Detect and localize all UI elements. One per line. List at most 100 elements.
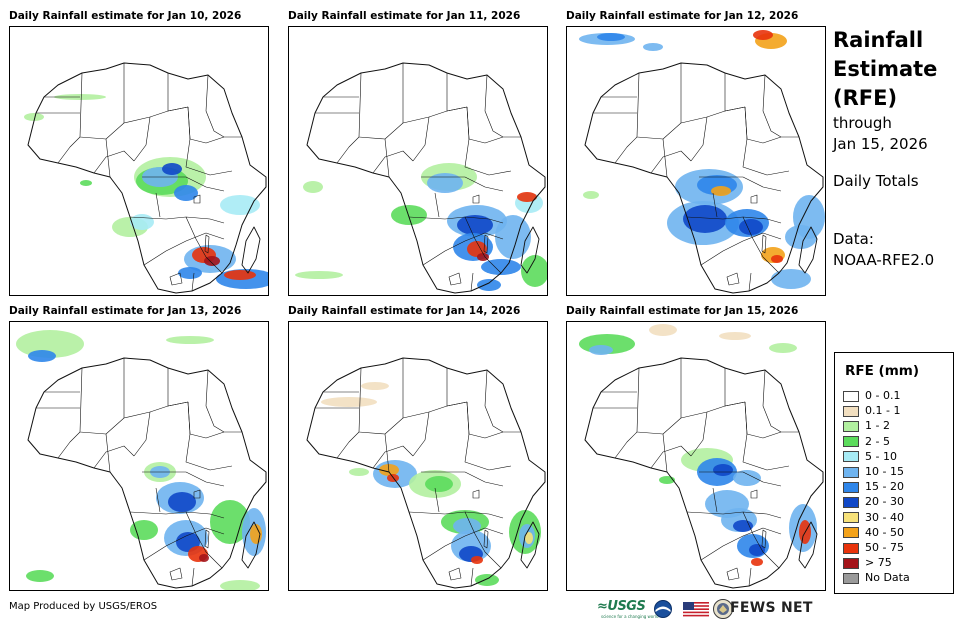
country-border <box>185 511 223 569</box>
lake-outline <box>761 529 767 549</box>
legend-label: 2 - 5 <box>865 434 890 448</box>
country-border <box>724 368 748 435</box>
legend-item: 1 - 2 <box>843 419 890 432</box>
country-border <box>446 368 470 435</box>
legend-label: 50 - 75 <box>865 541 904 554</box>
country-border <box>636 72 746 140</box>
country-border <box>448 272 462 286</box>
africa-map <box>306 357 546 589</box>
country-border <box>466 401 521 439</box>
rainfall-area <box>477 279 501 291</box>
product-description: Rainfall Estimate (RFE) through Jan 15, … <box>833 26 963 271</box>
legend-label: No Data <box>865 571 910 585</box>
country-border <box>142 176 225 192</box>
usgs-logo: ≈USGS <box>597 599 646 614</box>
rainfall-map <box>9 321 269 591</box>
rainfall-area <box>649 324 677 336</box>
rainfall-area <box>467 241 487 257</box>
legend-swatch <box>843 527 859 539</box>
country-border <box>742 433 790 471</box>
rainfall-overlay <box>579 324 817 566</box>
country-border <box>484 369 504 433</box>
coastline <box>27 357 267 589</box>
country-border <box>724 73 748 140</box>
legend-label: 10 - 15 <box>865 465 904 478</box>
legend-label: > 75 <box>865 556 892 570</box>
panel-title: Daily Rainfall estimate for Jan 12, 2026 <box>566 10 799 22</box>
country-border <box>143 527 225 561</box>
coastline <box>306 62 546 294</box>
country-border <box>105 138 111 178</box>
agency-logos: ≈USGS science for a changing world FEWS … <box>597 597 827 621</box>
legend-label: 40 - 50 <box>865 525 904 539</box>
rainfall-area <box>471 556 483 564</box>
rainfall-area <box>224 270 256 280</box>
country-border <box>744 401 799 439</box>
data-label: Data: <box>833 230 874 248</box>
legend-label: 5 - 10 <box>865 449 897 463</box>
lake-outline <box>472 489 480 499</box>
country-border <box>726 567 740 581</box>
product-title-line: Estimate <box>833 57 938 81</box>
country-border <box>434 192 440 218</box>
panel-title: Daily Rainfall estimate for Jan 14, 2026 <box>288 305 521 317</box>
rainfall-area <box>295 271 343 279</box>
legend-swatch <box>843 405 859 417</box>
rainfall-map <box>566 321 826 591</box>
country-border <box>614 136 638 164</box>
country-border <box>336 431 360 459</box>
madagascar-outline <box>520 226 540 274</box>
legend-item: 20 - 30 <box>843 495 904 508</box>
lake-outline <box>472 194 480 204</box>
coastline <box>27 62 267 294</box>
lake-outline <box>204 529 210 549</box>
legend-item: No Data <box>843 571 910 584</box>
rainfall-area <box>28 350 56 362</box>
africa-map <box>16 330 267 590</box>
rainfall-area <box>178 267 202 279</box>
country-border <box>464 433 512 471</box>
country-border <box>336 136 360 164</box>
lake-outline <box>750 489 758 499</box>
rainfall-area <box>517 192 537 202</box>
panel-title: Daily Rainfall estimate for Jan 13, 2026 <box>9 305 242 317</box>
africa-map <box>24 62 268 294</box>
country-border <box>142 471 225 487</box>
rainfall-area <box>361 382 389 390</box>
panel-title: Daily Rainfall estimate for Jan 15, 2026 <box>566 305 799 317</box>
country-border <box>742 138 790 176</box>
country-border <box>412 411 430 457</box>
country-border <box>422 232 504 266</box>
legend-item: 2 - 5 <box>843 435 890 448</box>
rainfall-area <box>475 574 499 586</box>
country-border <box>372 445 414 469</box>
country-border <box>446 73 470 140</box>
rainfall-area <box>769 343 797 353</box>
through-label: through <box>833 114 892 132</box>
africa-map <box>579 30 825 294</box>
country-border <box>712 192 718 218</box>
panel-title: Daily Rainfall estimate for Jan 10, 2026 <box>9 10 242 22</box>
country-border <box>742 511 780 569</box>
country-border <box>699 471 782 487</box>
legend-swatch <box>843 481 859 493</box>
rainfall-area <box>427 173 463 193</box>
country-border <box>143 232 225 266</box>
rainfall-area <box>589 345 613 355</box>
noaa-logo-icon <box>654 600 672 618</box>
country-border <box>79 72 189 140</box>
country-border <box>470 567 474 587</box>
legend-swatch <box>843 436 859 448</box>
rainfall-area <box>130 520 158 540</box>
rainfall-area <box>457 215 493 235</box>
country-border <box>155 192 161 218</box>
rainfall-area <box>749 544 765 556</box>
legend-item: 5 - 10 <box>843 450 897 463</box>
country-border <box>700 527 782 561</box>
country-border <box>57 431 81 459</box>
legend-item: 0.1 - 1 <box>843 404 900 417</box>
rainfall-overlay <box>321 382 541 586</box>
madagascar-outline <box>241 226 261 274</box>
panel-title: Daily Rainfall estimate for Jan 11, 2026 <box>288 10 521 22</box>
country-border <box>358 72 468 140</box>
